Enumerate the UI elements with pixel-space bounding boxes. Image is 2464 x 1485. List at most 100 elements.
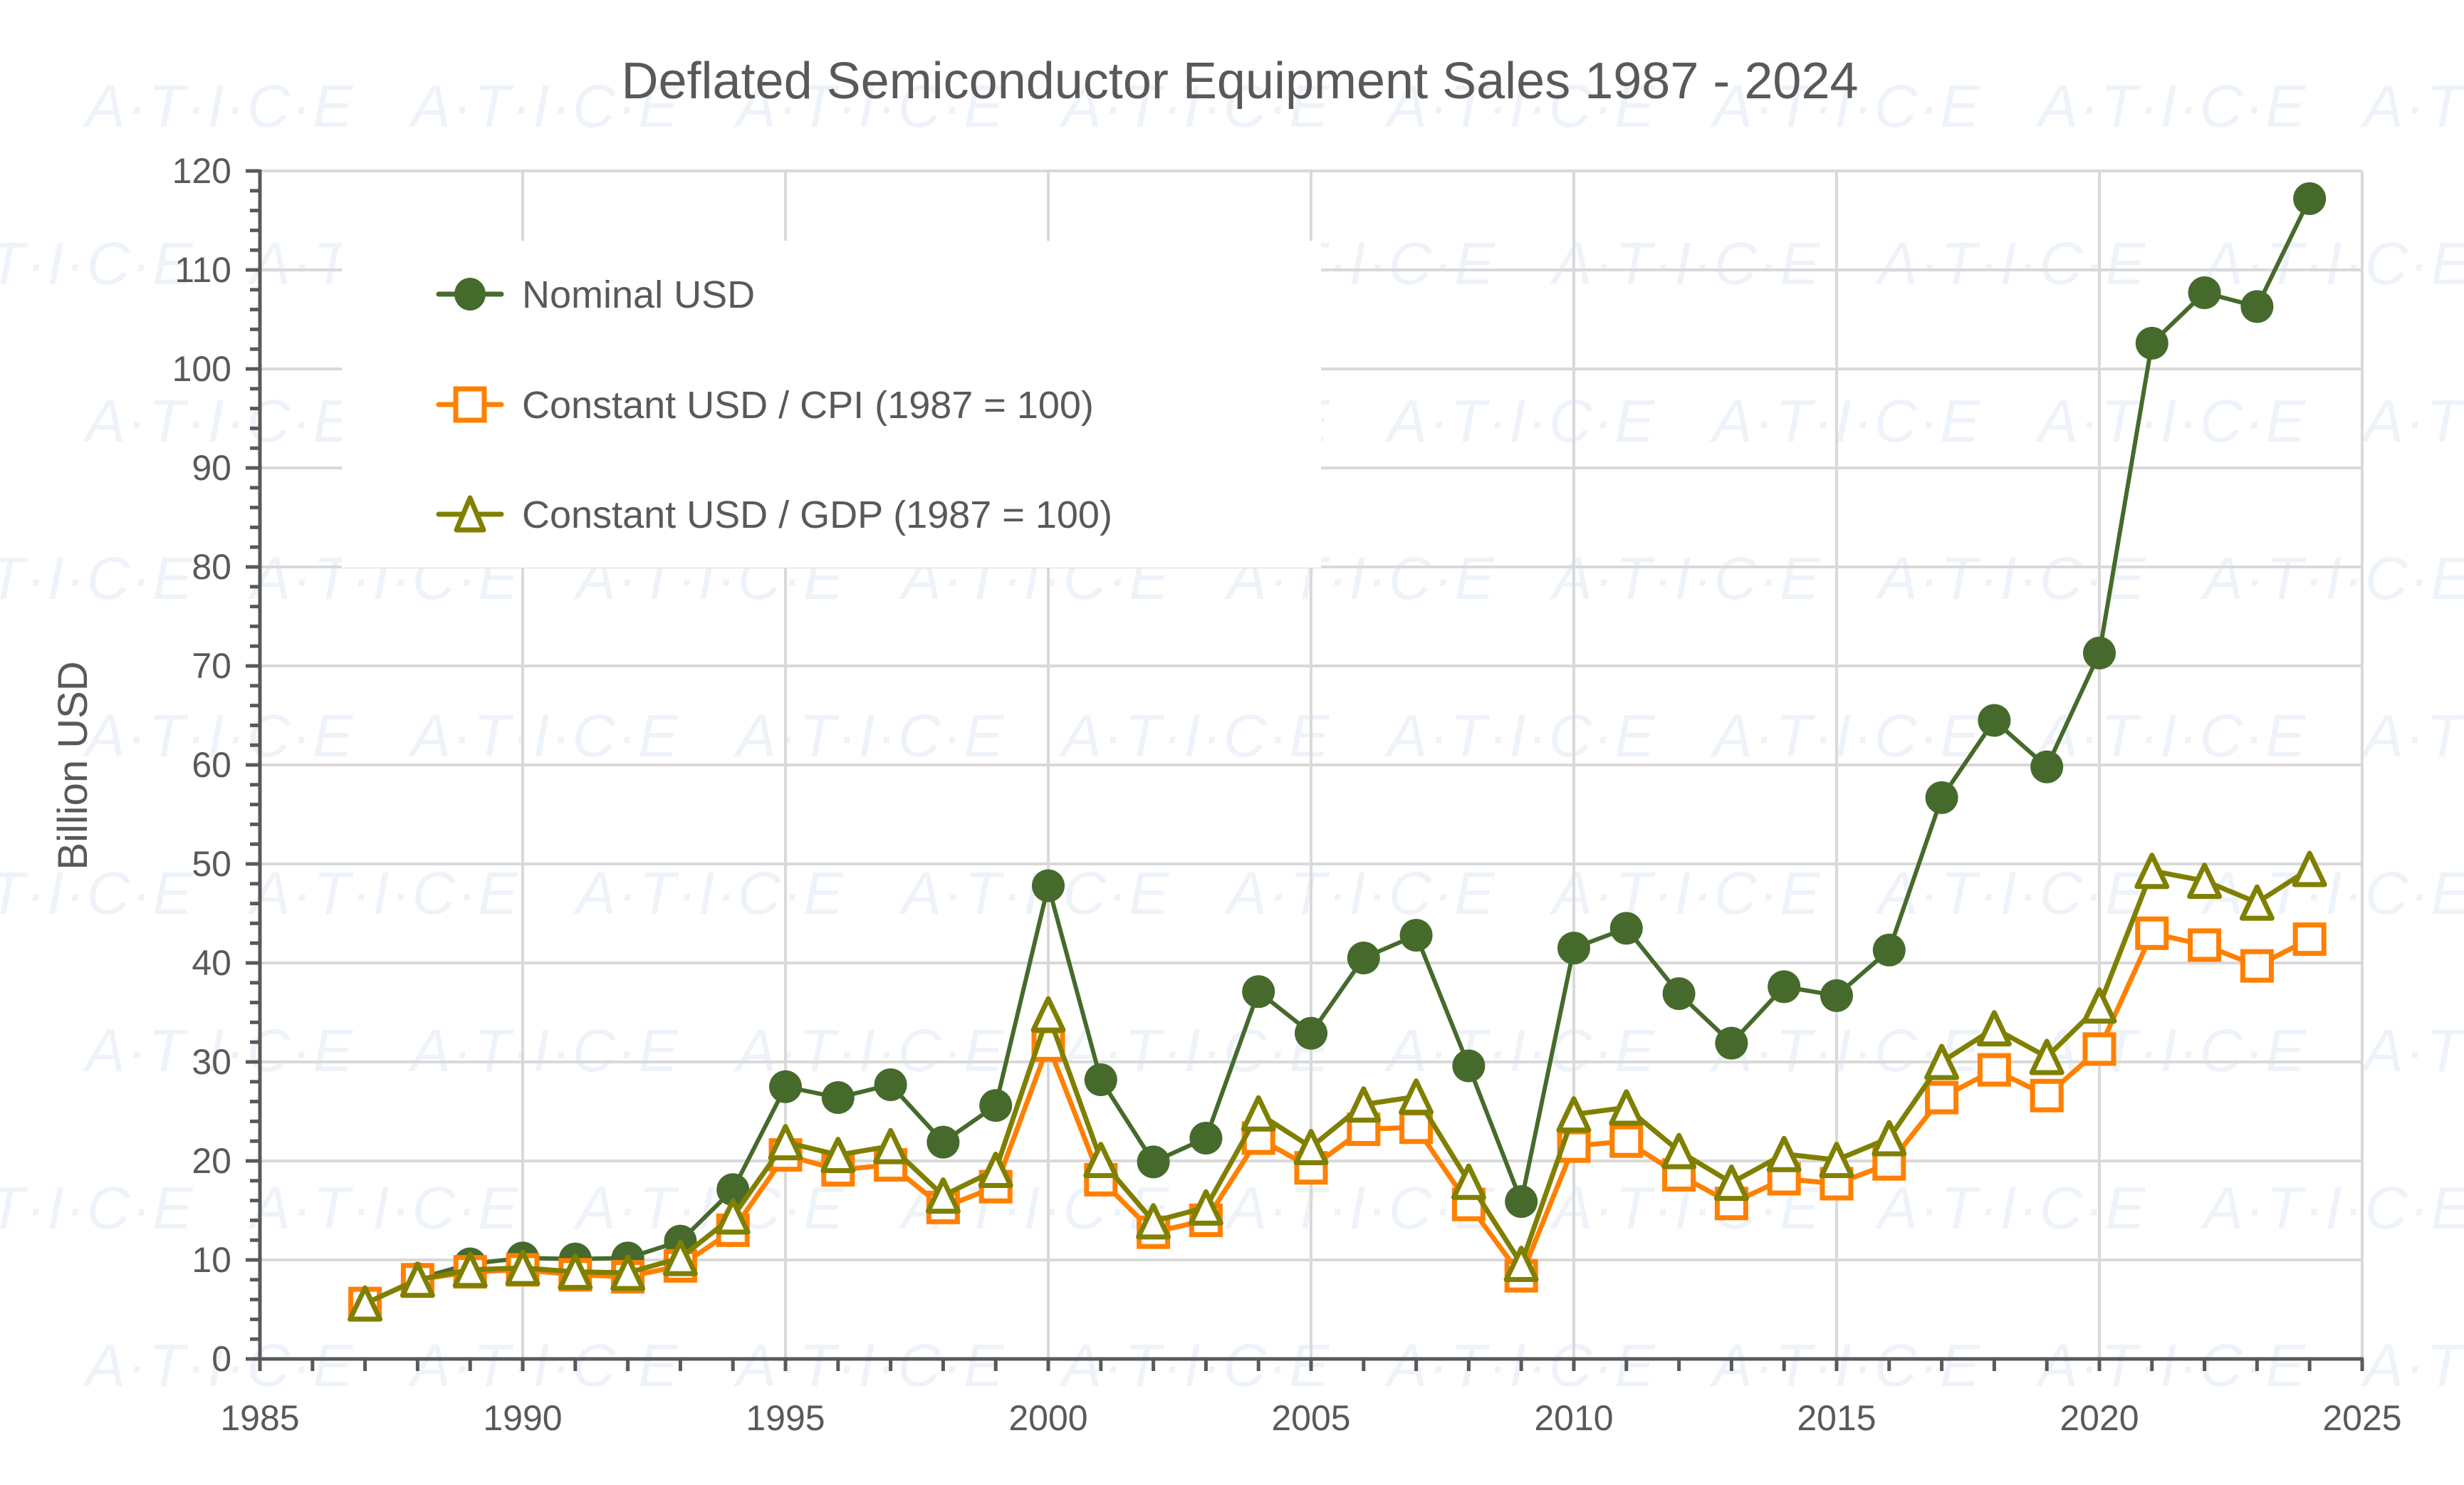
data-point-triangle — [1030, 996, 1066, 1033]
data-point-triangle — [925, 1177, 961, 1214]
watermark-text: A·T·I·C·E — [82, 73, 354, 140]
series-triangle — [348, 850, 2327, 1322]
data-point-square — [1609, 1124, 1644, 1158]
y-tick-label: 0 — [212, 1339, 231, 1379]
legend-label-gdp: Constant USD / GDP (1987 = 100) — [522, 494, 1112, 536]
data-point-triangle — [505, 1249, 541, 1286]
data-point-square — [2030, 1078, 2064, 1113]
legend-item-cpi[interactable]: Constant USD / CPI (1987 = 100) — [436, 384, 1094, 427]
data-point-circle — [1295, 1016, 1327, 1050]
data-point-circle — [1189, 1122, 1223, 1155]
watermark-text: A·T·I·C·E — [82, 387, 354, 454]
data-point-triangle — [1661, 1132, 1697, 1169]
data-point-circle — [1820, 979, 1853, 1012]
data-point-triangle — [1819, 1142, 1854, 1179]
watermark-text: A·T·I·C·E — [733, 73, 1005, 140]
data-point-circle — [716, 1173, 750, 1207]
watermark-text: A·T·I·C·E — [2035, 387, 2307, 454]
x-tick-label: 2015 — [1797, 1398, 1876, 1438]
data-point-triangle — [348, 1285, 383, 1322]
watermark-text: A·T·I·C·E — [1384, 1017, 1656, 1084]
data-point-circle — [1399, 919, 1433, 952]
watermark-text: A·T·I·C·E — [1058, 702, 1330, 769]
watermark-text: A·T·I·C·E — [247, 1174, 519, 1241]
data-point-triangle — [1293, 1129, 1329, 1166]
data-point-square — [2135, 916, 2169, 950]
axes — [246, 169, 2364, 1371]
watermark-text: A·T·I·C·E — [1874, 230, 2146, 297]
watermark-text: A·T·I·C·E — [247, 860, 519, 927]
watermark-text: A·T·I·C·E — [1058, 1332, 1330, 1399]
x-tick-labels: 1985 1990 1995 2000 2005 2010 2015 2020 2025 — [220, 1398, 2401, 1438]
data-point-circle — [1662, 977, 1696, 1011]
watermark-text: A·T·I·C·E — [573, 860, 845, 927]
watermark-text: A·T·I·C·E — [1709, 1332, 1981, 1399]
data-point-triangle — [978, 1152, 1013, 1189]
data-point-circle — [2135, 326, 2168, 360]
watermark-text: A·T·I·C·E — [2200, 230, 2464, 297]
watermark-text: A·T·I·C·E — [407, 702, 679, 769]
x-tick-label: 2005 — [1271, 1398, 1350, 1438]
circle-marker-icon — [454, 278, 486, 311]
watermark-text: A·T·I·C·E — [1549, 230, 1821, 297]
data-point-circle — [1452, 1049, 1486, 1083]
watermark-text: A·T·I·C·E — [2200, 545, 2464, 612]
data-point-triangle — [768, 1124, 803, 1161]
watermark-text: A·T·I·C·E — [0, 545, 194, 612]
watermark-text: A·T·I·C·E — [898, 860, 1170, 927]
data-point-triangle — [873, 1127, 909, 1164]
y-tick-label: 90 — [192, 448, 231, 488]
watermark-text: A·T·I·C·E — [0, 230, 194, 297]
data-point-triangle — [2134, 853, 2170, 890]
legend-label-nominal: Nominal USD — [522, 273, 755, 316]
legend-item-gdp[interactable]: Constant USD / GDP (1987 = 100) — [436, 494, 1112, 536]
watermark-text: A·T·I·C·E — [1384, 387, 1656, 454]
data-point-triangle — [558, 1254, 593, 1291]
data-point-circle — [926, 1125, 960, 1159]
watermark-text: A·T·I·C·E — [0, 1174, 194, 1241]
x-tick-label: 1985 — [220, 1398, 299, 1438]
data-point-square — [2292, 922, 2327, 957]
watermark-text: A·T·I·C·E — [733, 1332, 1005, 1399]
data-point-circle — [2293, 182, 2327, 215]
data-point-circle — [2083, 636, 2116, 669]
y-tick-label: 110 — [174, 250, 231, 290]
data-point-triangle — [1399, 1078, 1434, 1115]
legend-item-nominal[interactable]: Nominal USD — [436, 273, 755, 316]
watermark-text: A·T·I·C·E — [2035, 1332, 2307, 1399]
data-point-circle — [1557, 932, 1590, 965]
data-point-triangle — [1872, 1120, 1907, 1157]
data-point-triangle — [2082, 987, 2117, 1024]
data-point-triangle — [820, 1137, 856, 1174]
data-point-circle — [1084, 1063, 1117, 1097]
x-tick-label: 2025 — [2322, 1398, 2401, 1438]
data-point-circle — [1505, 1184, 1538, 1218]
x-tick-label: 1995 — [746, 1398, 825, 1438]
data-point-triangle — [1976, 1010, 2012, 1047]
data-point-triangle — [2029, 1038, 2064, 1075]
watermark-text: A·T·I·C·E — [407, 1332, 679, 1399]
watermark-text: A·T·I·C·E — [407, 1017, 679, 1084]
watermark-text: A·T·I·C·E — [1384, 73, 1656, 140]
data-point-triangle — [1451, 1163, 1486, 1200]
x-tick-label: 2000 — [1008, 1398, 1087, 1438]
data-point-circle — [979, 1089, 1013, 1122]
data-point-circle — [2188, 276, 2221, 309]
watermark-text: A·T·I·C·E — [2360, 1332, 2464, 1399]
data-point-triangle — [1083, 1142, 1119, 1179]
watermark-text: A·T·I·C·E — [1223, 1174, 1495, 1241]
watermark-text: A·T·I·C·E — [2360, 387, 2464, 454]
data-point-circle — [1609, 912, 1643, 945]
watermark-text: A·T·I·C·E — [0, 860, 194, 927]
data-point-triangle — [715, 1198, 751, 1235]
watermark-text: A·T·I·C·E — [82, 1017, 354, 1084]
watermark-text: A·T·I·C·E — [733, 702, 1005, 769]
watermark-layer: A·T·I·C·E A·T·I·C·E A·T·I·C·E A·T·I·C·E A·T·… — [0, 73, 2464, 1399]
data-point-circle — [1768, 970, 1801, 1004]
y-tick-label: 60 — [192, 745, 231, 785]
series-layer — [348, 182, 2327, 1322]
data-point-circle — [1032, 869, 1065, 902]
watermark-text: A·T·I·C·E — [2360, 1017, 2464, 1084]
y-tick-label: 30 — [192, 1042, 231, 1082]
data-point-triangle — [2187, 863, 2223, 900]
